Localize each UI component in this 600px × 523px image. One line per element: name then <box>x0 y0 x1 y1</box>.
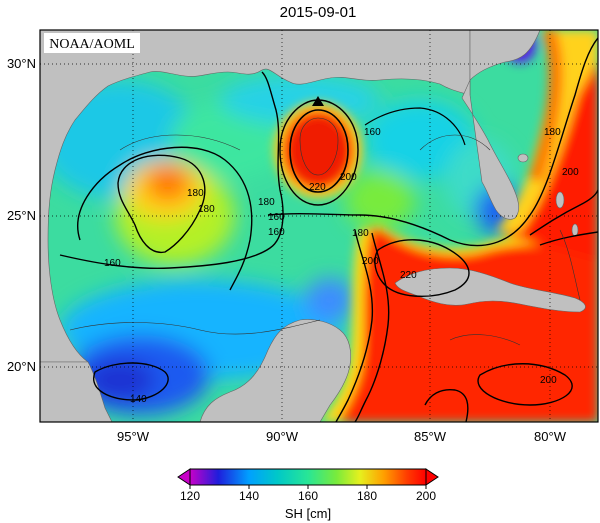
colorbar-tick: 180 <box>357 489 377 503</box>
contour-label: 180 <box>187 188 204 199</box>
contour-labels: 160 180 180 160 140 180 160 220 200 160 … <box>104 127 579 405</box>
lon-label: 85°W <box>414 429 447 444</box>
colorbar: 120 140 160 180 200 SH [cm] <box>177 468 439 521</box>
contour-label: 220 <box>400 270 417 281</box>
colorbar-tick: 140 <box>239 489 259 503</box>
contour-label: 160 <box>104 258 121 269</box>
graticule <box>40 30 598 422</box>
figure-title: 2015-09-01 <box>280 4 357 21</box>
contour-label: 180 <box>258 197 275 208</box>
contour-label: 140 <box>130 394 147 405</box>
contour-label: 220 <box>309 182 326 193</box>
contour-label: 200 <box>540 375 557 386</box>
lon-label: 90°W <box>266 429 299 444</box>
contour-lines <box>59 37 598 422</box>
contour-label: 160 <box>268 212 285 223</box>
colorbar-tick: 160 <box>298 489 318 503</box>
lat-label: 30°N <box>7 56 36 71</box>
map-frame <box>39 29 599 423</box>
warm-eddies <box>274 30 598 422</box>
credit-text: NOAA/AOML <box>49 37 135 52</box>
buoy-marker <box>312 96 324 106</box>
colorbar-high-arrow <box>425 468 439 486</box>
contour-label: 180 <box>352 228 369 239</box>
lat-label: 25°N <box>7 208 36 223</box>
longitude-labels: 95°W 90°W 85°W 80°W <box>117 429 567 444</box>
lon-label: 80°W <box>534 429 567 444</box>
contour-label: 200 <box>340 172 357 183</box>
latitude-labels: 30°N 25°N 20°N <box>7 56 36 374</box>
contour-label: 160 <box>268 227 285 238</box>
land-masses <box>40 30 586 422</box>
credit-label: NOAA/AOML <box>44 33 140 53</box>
colorbar-tick: 200 <box>416 489 436 503</box>
lon-label: 95°W <box>117 429 150 444</box>
map-area <box>40 30 598 422</box>
colorbar-label: SH [cm] <box>285 506 331 521</box>
contour-label: 200 <box>362 256 379 267</box>
contour-label: 180 <box>544 127 561 138</box>
contour-label: 160 <box>364 127 381 138</box>
colorbar-scale <box>189 468 427 486</box>
colorbar-tick: 120 <box>180 489 200 503</box>
contour-label: 200 <box>562 167 579 178</box>
lat-label: 20°N <box>7 359 36 374</box>
contour-label: 180 <box>198 204 215 215</box>
minor-contours <box>69 117 581 346</box>
colorbar-low-arrow <box>177 468 191 486</box>
